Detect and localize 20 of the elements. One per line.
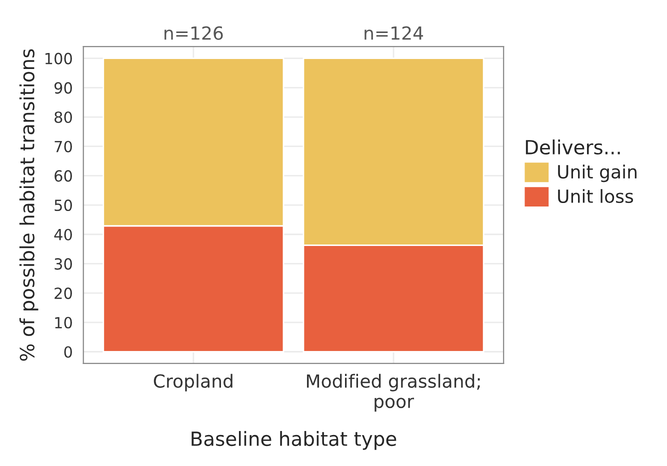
x-tick-label: Cropland <box>154 374 232 392</box>
y-tick-label: 40 <box>54 228 72 240</box>
legend-label: Unit gain <box>558 164 636 182</box>
x-tick-label: Modified grassland; poor <box>306 374 480 412</box>
text: n=126 <box>164 26 223 40</box>
y-tick-label: 10 <box>55 316 72 328</box>
legend-title: Delivers... <box>526 139 620 155</box>
text: n=124 <box>364 26 424 40</box>
y-tick-label: 80 <box>54 111 72 124</box>
y-tick-label: 100 <box>45 52 72 64</box>
y-axis-title: % of possible habitat transitions <box>19 49 38 361</box>
y-tick-label: 0 <box>64 346 72 358</box>
y-tick-label: 30 <box>54 258 72 270</box>
x-axis-title: Baseline habitat type <box>192 431 396 450</box>
y-tick-label: 50 <box>54 200 72 212</box>
y-tick-label: 20 <box>54 288 72 300</box>
y-tick-label: 60 <box>54 170 72 182</box>
y-tick-label: 90 <box>54 82 72 94</box>
y-tick-label: 70 <box>54 140 72 152</box>
legend-label: Unit loss <box>558 189 634 204</box>
